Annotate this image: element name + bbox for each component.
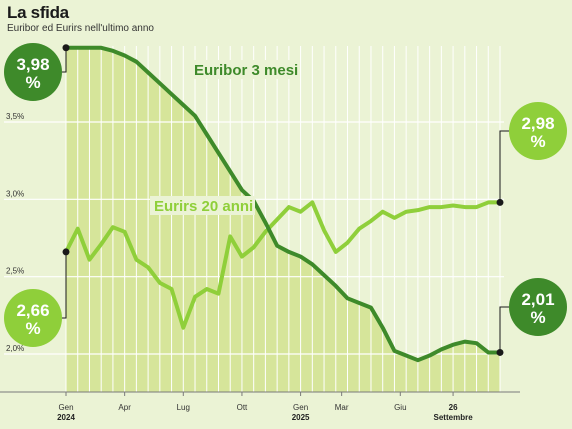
euribor-start-bubble-circle [4,43,62,101]
x-tick-label: Gen [58,403,73,412]
y-tick-label: 3,5% [6,112,24,121]
eurirs-start-bubble-unit: % [25,319,40,338]
x-tick-label: Giu [394,403,406,412]
x-tick-sublabel: 2024 [57,413,75,422]
y-tick-label: 3,0% [6,189,24,198]
x-tick-label: Lug [177,403,190,412]
euribor-start-bubble-value: 3,98 [16,55,49,74]
eurirs-end-bubble-marker [496,198,504,206]
eurirs-series-label: Eurirs 20 anni [154,198,253,215]
x-tick-sublabel: Settembre [434,413,474,422]
chart-title: La sfida [7,3,69,22]
eurirs-end-bubble-value: 2,98 [521,114,554,133]
euribor-start-bubble-marker [62,44,70,52]
chart-subtitle: Euribor ed Eurirs nell'ultimo anno [7,23,154,34]
euribor-end-bubble-value: 2,01 [521,290,554,309]
euribor-series-label-bg [190,60,300,79]
euribor-end-bubble-unit: % [530,308,545,327]
euribor-end-bubble-marker [496,348,504,356]
area-fill [66,47,500,392]
eurirs-series-label-bg [150,196,255,215]
euribor-start-bubble-unit: % [25,73,40,92]
euribor-end-bubble-circle [509,278,567,336]
eurirs-start-bubble-circle [4,289,62,347]
x-tick-sublabel: 2025 [292,413,310,422]
euribor-series-line [66,45,500,363]
eurirs-end-bubble-unit: % [530,132,545,151]
x-tick-label: Gen [293,403,308,412]
y-tick-label: 2,5% [6,267,24,276]
euribor-start-bubble-connector [62,47,67,73]
eurirs-series-line [64,200,500,330]
eurirs-end-bubble-connector [499,130,509,203]
x-tick-label: Apr [118,403,131,412]
x-tick-label: Mar [335,403,349,412]
y-tick-label: 2,0% [6,344,24,353]
euribor-end-bubble-connector [499,306,509,353]
x-tick-label: 26 [449,403,458,412]
eurirs-start-bubble-value: 2,66 [16,301,49,320]
eurirs-end-bubble-circle [509,102,567,160]
eurirs-start-bubble-connector [62,251,67,319]
x-tick-label: Ott [237,403,248,412]
eurirs-start-bubble-marker [62,248,70,256]
euribor-series-label: Euribor 3 mesi [194,62,298,79]
